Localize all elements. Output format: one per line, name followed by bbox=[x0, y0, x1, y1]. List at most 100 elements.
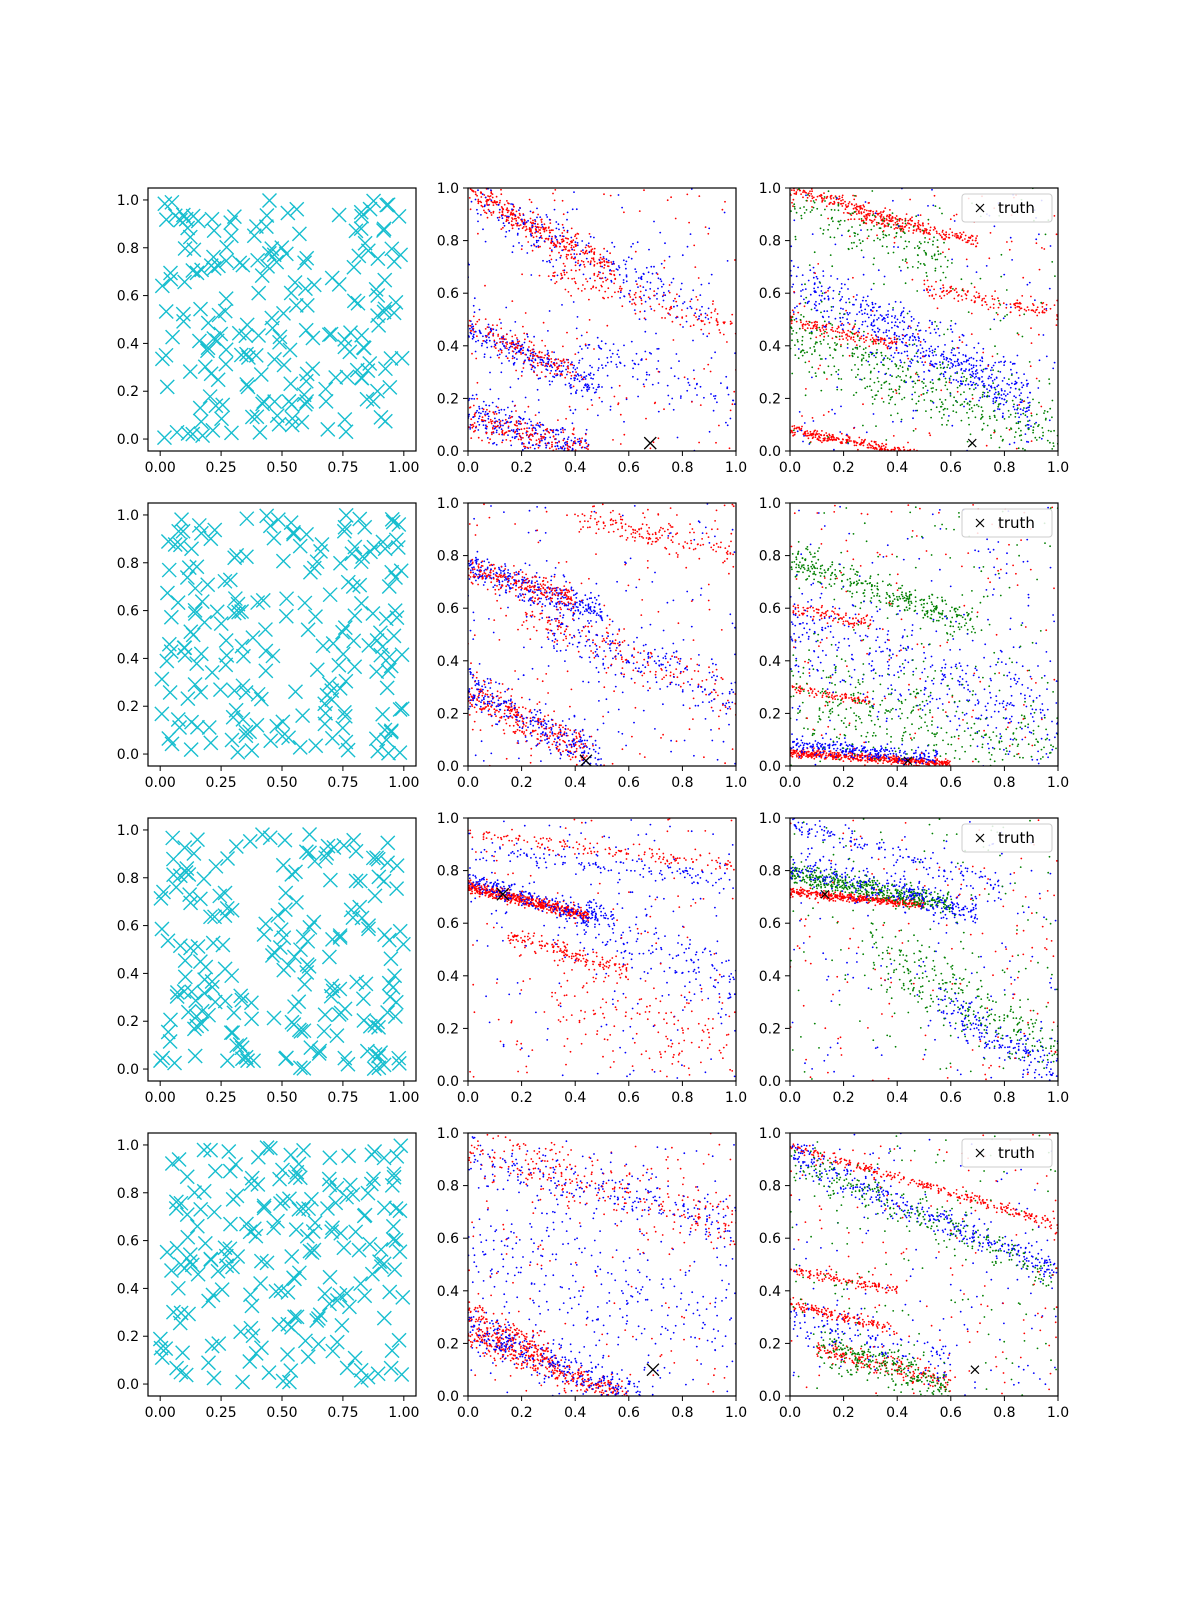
sample-marker bbox=[206, 249, 221, 265]
data-point bbox=[879, 341, 882, 343]
data-point bbox=[917, 361, 919, 363]
data-point bbox=[1019, 401, 1022, 404]
data-point bbox=[1008, 383, 1010, 386]
data-point bbox=[996, 353, 999, 355]
data-point bbox=[588, 386, 591, 389]
data-point bbox=[890, 340, 893, 343]
data-point bbox=[561, 223, 564, 226]
data-point bbox=[820, 389, 823, 392]
data-point bbox=[961, 289, 964, 292]
data-point bbox=[911, 278, 914, 281]
data-point bbox=[907, 222, 910, 225]
data-point bbox=[1027, 420, 1029, 422]
data-point bbox=[1009, 413, 1012, 416]
sample-marker bbox=[187, 602, 203, 618]
data-point bbox=[811, 209, 813, 212]
data-point bbox=[486, 200, 488, 203]
data-point bbox=[572, 246, 575, 249]
sample-marker bbox=[276, 357, 292, 373]
sample-marker bbox=[161, 562, 177, 578]
data-point bbox=[546, 260, 548, 263]
data-point bbox=[847, 212, 850, 215]
data-point bbox=[527, 241, 530, 243]
data-point bbox=[790, 189, 793, 192]
data-point bbox=[995, 376, 998, 379]
data-point bbox=[859, 224, 861, 227]
data-point bbox=[950, 362, 952, 364]
data-point bbox=[1019, 408, 1022, 410]
data-point bbox=[901, 225, 904, 228]
data-point bbox=[510, 429, 513, 432]
data-point bbox=[822, 329, 825, 331]
data-point bbox=[500, 188, 502, 191]
data-point bbox=[634, 296, 637, 299]
data-point bbox=[900, 379, 903, 381]
data-point bbox=[599, 256, 602, 259]
data-point bbox=[676, 436, 679, 439]
data-point bbox=[974, 383, 976, 386]
data-point bbox=[848, 201, 851, 203]
data-point bbox=[599, 265, 602, 268]
data-point bbox=[917, 247, 920, 250]
data-point bbox=[577, 259, 580, 262]
sample-marker bbox=[355, 549, 371, 565]
data-point bbox=[530, 359, 533, 362]
data-point bbox=[524, 396, 527, 399]
data-point bbox=[570, 374, 573, 377]
data-point bbox=[1003, 364, 1005, 366]
data-point bbox=[1018, 416, 1020, 419]
data-point bbox=[589, 364, 591, 367]
data-point bbox=[941, 362, 944, 365]
data-point bbox=[534, 414, 537, 416]
sample-marker bbox=[392, 701, 408, 717]
data-point bbox=[574, 408, 577, 411]
data-point bbox=[792, 313, 795, 316]
data-point bbox=[572, 428, 575, 431]
data-point bbox=[657, 360, 660, 362]
data-point bbox=[524, 353, 527, 356]
data-point bbox=[562, 445, 565, 447]
data-point bbox=[991, 355, 994, 358]
data-point bbox=[981, 381, 983, 383]
sample-marker bbox=[251, 285, 267, 301]
data-point bbox=[929, 362, 931, 365]
data-point bbox=[507, 427, 510, 429]
sample-marker bbox=[269, 408, 285, 424]
data-point bbox=[551, 443, 553, 446]
data-point bbox=[571, 208, 574, 211]
data-point bbox=[514, 334, 517, 336]
sample-marker bbox=[353, 221, 369, 237]
data-point bbox=[573, 277, 576, 280]
data-point bbox=[807, 279, 810, 282]
data-point bbox=[485, 212, 488, 215]
data-point bbox=[495, 195, 498, 198]
data-point bbox=[635, 280, 637, 283]
data-point bbox=[496, 354, 499, 357]
data-point bbox=[838, 338, 841, 341]
sample-marker bbox=[261, 192, 277, 208]
data-point bbox=[729, 409, 732, 412]
data-point bbox=[1013, 303, 1015, 306]
data-point bbox=[900, 269, 902, 272]
data-point bbox=[894, 389, 897, 391]
sample-marker bbox=[154, 278, 170, 294]
data-point bbox=[861, 358, 863, 361]
data-point bbox=[555, 374, 557, 377]
data-point bbox=[830, 208, 833, 211]
data-point bbox=[532, 236, 535, 239]
data-point bbox=[481, 416, 484, 419]
y-tick-label: 0.8 bbox=[117, 241, 139, 257]
data-point bbox=[797, 426, 800, 429]
data-point bbox=[819, 340, 822, 343]
data-point bbox=[940, 401, 943, 404]
sample-marker bbox=[262, 518, 278, 534]
data-point bbox=[570, 377, 572, 380]
data-point bbox=[910, 327, 912, 329]
data-point bbox=[541, 439, 543, 442]
data-point bbox=[570, 236, 573, 239]
data-point bbox=[531, 433, 534, 436]
data-point bbox=[633, 362, 636, 365]
data-point bbox=[928, 295, 931, 297]
data-point bbox=[601, 258, 604, 261]
